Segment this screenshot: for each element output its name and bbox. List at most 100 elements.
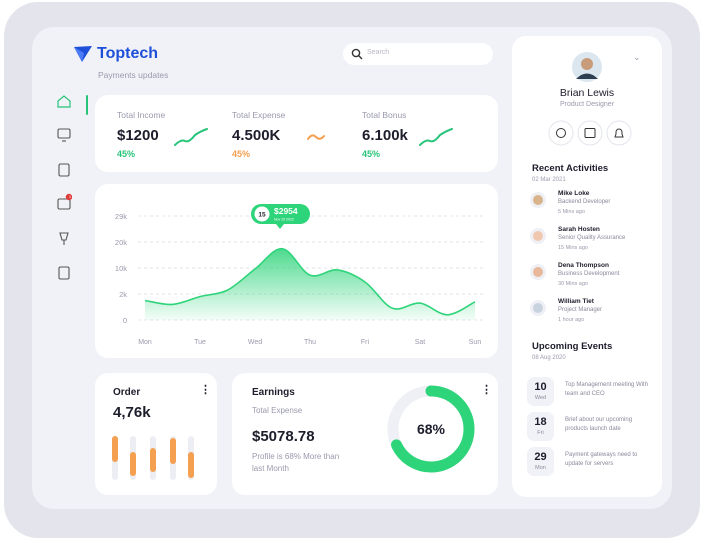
activity-avatar <box>530 192 546 208</box>
chart-tooltip: 15 $2954 Nov 29 2022 <box>251 204 310 229</box>
tooltip-day: 15 <box>258 212 266 219</box>
stat-label: Total Expense <box>232 110 286 120</box>
search-icon <box>351 48 363 60</box>
stat-value: 6.100k <box>362 127 408 144</box>
tooltip-date: Nov 29 2022 <box>274 218 294 222</box>
event-day: 29 <box>534 451 547 463</box>
profile-name: Brian Lewis <box>559 87 615 99</box>
nav-badge-count: 1 <box>68 194 72 199</box>
tooltip-value: $2954 <box>274 206 298 216</box>
order-card: Order 4,76k ⋮ <box>95 373 217 495</box>
nav-clipboard[interactable] <box>58 163 70 177</box>
x-tick-label: Mon <box>138 339 152 346</box>
events-date: 08 Aug 2020 <box>532 355 566 361</box>
stat-value: $1200 <box>117 127 159 144</box>
nav-messages[interactable] <box>57 198 71 210</box>
earnings-donut: 68% <box>387 385 475 473</box>
profile-actions <box>548 120 632 146</box>
event-day: 10 <box>534 381 547 393</box>
x-tick-label: Tue <box>194 339 206 346</box>
stats-card: Total Income $1200 45% Total Expense 4.500K 4… <box>95 95 498 172</box>
event-text: Payment gateways need to update for serv… <box>565 452 638 467</box>
activity-role: Senior Quality Assurance <box>558 235 626 241</box>
event-date-box: 10 Wed <box>527 377 554 406</box>
y-tick-label: 10k <box>115 264 127 273</box>
x-tick-label: Thu <box>304 339 316 346</box>
order-title: Order <box>113 387 141 398</box>
event-text: Brief about our upcoming products launch… <box>565 417 633 432</box>
y-tick-label: 29k <box>115 212 127 221</box>
activity-avatar <box>530 228 546 244</box>
event-text: Top Management meeting With team and CEO <box>565 382 649 397</box>
event-date-box: 18 Fri <box>527 412 554 441</box>
activity-name: Mike Loke <box>558 190 590 197</box>
earnings-card: Earnings Total Expense $5078.78 Profile … <box>232 373 498 495</box>
order-value: 4,76k <box>113 404 151 421</box>
y-tick-label: 20k <box>115 238 127 247</box>
search-box[interactable]: Search <box>343 43 493 65</box>
donut-label: 68% <box>417 421 446 437</box>
brand-subtitle: Payments updates <box>98 70 169 80</box>
nav-document[interactable] <box>58 266 70 280</box>
x-tick-label: Sat <box>415 339 426 346</box>
activity-role: Backend Developer <box>558 199 611 205</box>
nav-home[interactable] <box>57 95 71 108</box>
activity-role: Project Manager <box>558 307 603 313</box>
stat-value: 4.500K <box>232 127 281 144</box>
nav-trophy[interactable] <box>59 232 69 245</box>
sparkline <box>419 128 453 146</box>
chart-card: 0 2k 10k 20k 29k Mon Tue Wed Thu Fri Sat Sun 15 $2954… <box>95 184 498 358</box>
sparkline <box>307 134 325 140</box>
nav-active-indicator <box>86 95 88 115</box>
nav-monitor[interactable] <box>57 128 71 139</box>
order-menu[interactable]: ⋮ <box>200 384 211 396</box>
stat-change: 45% <box>232 149 251 159</box>
activity-time: 1 hour ago <box>558 317 585 323</box>
sparkline-path <box>307 134 325 140</box>
earnings-menu[interactable]: ⋮ <box>481 384 492 396</box>
earnings-value: $5078.78 <box>252 428 315 445</box>
nav-icons <box>57 95 72 280</box>
nav-badge <box>65 193 72 201</box>
event-date-box: 29 Mon <box>527 447 554 476</box>
stat-change: 45% <box>117 149 136 159</box>
activity-avatar <box>530 264 546 280</box>
event-weekday: Wed <box>534 395 547 401</box>
activity-name: Dena Thompson <box>558 262 609 269</box>
profile-panel: ⌄ Brian Lewis Product Designer Recent Ac… <box>512 36 662 497</box>
stat-change: 45% <box>362 149 381 159</box>
events-title: Upcoming Events <box>532 341 613 352</box>
x-tick-label: Sun <box>469 339 482 346</box>
event-weekday: Fri <box>537 430 544 436</box>
area-fill <box>145 248 475 320</box>
event-day: 18 <box>534 416 547 428</box>
sparkline-path <box>174 128 208 146</box>
action-calendar[interactable] <box>577 120 603 146</box>
profile-avatar <box>572 52 602 82</box>
activity-role: Business Development <box>558 271 620 277</box>
earnings-title: Earnings <box>252 387 295 398</box>
brand-name: Toptech <box>97 45 159 62</box>
y-tick-label: 0 <box>123 316 127 325</box>
logo-icon <box>74 46 92 62</box>
action-money[interactable] <box>548 120 574 146</box>
tooltip-day-bg <box>254 206 270 222</box>
activity-name: Sarah Hosten <box>558 226 600 233</box>
activity-time: 30 Mins ago <box>558 281 588 287</box>
activities-title: Recent Activities <box>532 163 609 174</box>
event-weekday: Mon <box>535 465 546 471</box>
area-line <box>144 247 476 316</box>
donut-arc <box>387 385 475 473</box>
profile-dropdown[interactable]: ⌄ <box>633 52 641 62</box>
activities-date: 02 Mar 2021 <box>532 177 566 183</box>
x-tick-label: Wed <box>248 339 262 346</box>
y-tick-label: 2k <box>119 290 127 299</box>
activity-time: 5 Mins ago <box>558 209 585 215</box>
action-notify[interactable] <box>606 120 632 146</box>
earnings-note: Profile is 68% More than last Month <box>252 452 340 473</box>
activity-name: William Tiet <box>558 298 594 305</box>
activity-avatar <box>530 300 546 316</box>
profile-role: Product Designer <box>559 101 615 108</box>
search-placeholder: Search <box>367 49 390 56</box>
